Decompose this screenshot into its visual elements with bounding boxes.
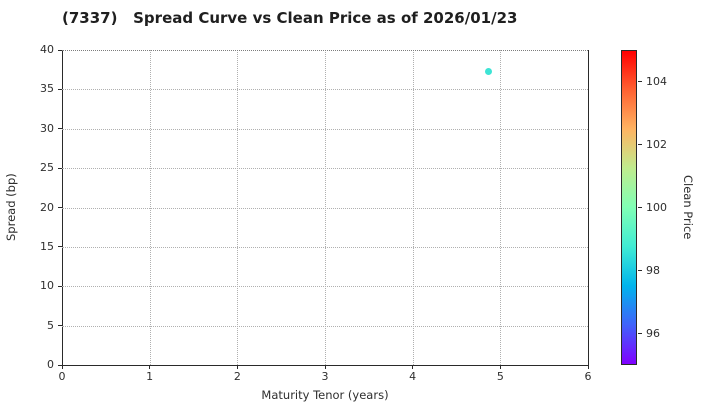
x-tick-mark (324, 365, 326, 369)
colorbar-tick-mark (638, 81, 642, 82)
x-tick-mark (61, 365, 63, 369)
data-point (484, 67, 492, 75)
y-tick-label: 40 (40, 43, 54, 56)
chart-title: (7337) Spread Curve vs Clean Price as of… (62, 9, 518, 27)
y-tick-mark (58, 49, 62, 51)
y-tick-mark (58, 285, 62, 287)
y-tick-mark (58, 246, 62, 248)
plot-area (62, 50, 589, 366)
x-tick-label: 4 (409, 370, 417, 383)
x-tick-label: 2 (233, 370, 241, 383)
y-tick-label: 10 (40, 279, 54, 293)
y-tick-mark (58, 207, 62, 208)
y-tick-mark (58, 167, 62, 169)
x-tick-label: 6 (584, 370, 592, 383)
y-tick-label: 20 (40, 200, 54, 214)
x-tick-mark (587, 365, 589, 369)
y-tick-label: 0 (47, 358, 54, 371)
x-tick-mark (149, 365, 151, 369)
y-tick-mark (58, 128, 62, 130)
colorbar-tick-label: 104 (646, 74, 667, 88)
colorbar-gradient (621, 50, 637, 365)
y-tick-label: 30 (40, 121, 54, 135)
colorbar-tick-mark (638, 144, 642, 145)
colorbar-tick-mark (638, 333, 642, 334)
y-tick-mark (58, 364, 62, 366)
x-tick-label: 5 (496, 370, 504, 383)
x-tick-mark (236, 365, 238, 369)
colorbar-label: Clean Price (681, 175, 695, 240)
colorbar-tick-label: 102 (646, 137, 667, 151)
x-tick-label: 1 (146, 370, 154, 383)
colorbar-tick-label: 96 (646, 326, 660, 340)
colorbar-tick-mark (638, 270, 642, 271)
y-tick-label: 35 (40, 82, 54, 96)
x-tick-mark (412, 365, 414, 369)
colorbar-tick-label: 100 (646, 200, 667, 214)
colorbar-tick-label: 98 (646, 263, 660, 277)
colorbar-tick-mark (638, 207, 642, 208)
y-tick-mark (58, 88, 62, 90)
y-tick-label: 5 (47, 318, 54, 332)
x-tick-label: 3 (321, 370, 329, 383)
x-tick-mark (499, 365, 501, 369)
x-axis-label: Maturity Tenor (years) (261, 388, 389, 402)
y-tick-label: 25 (40, 161, 54, 175)
x-tick-label: 0 (58, 370, 66, 383)
y-tick-mark (58, 325, 62, 327)
y-tick-label: 15 (40, 239, 54, 253)
